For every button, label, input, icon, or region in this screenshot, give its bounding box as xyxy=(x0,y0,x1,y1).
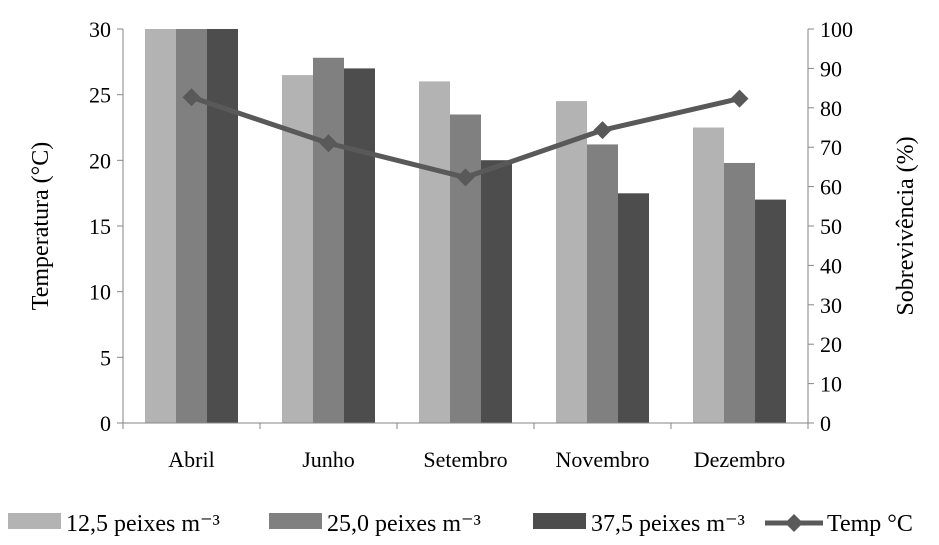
y2-tick-label: 60 xyxy=(820,175,842,200)
legend-swatch xyxy=(269,513,322,529)
x-tick-label: Abril xyxy=(168,447,214,472)
y-tick-label: 20 xyxy=(89,148,111,173)
y-tick-label: 30 xyxy=(89,17,111,42)
legend-swatch xyxy=(533,513,586,529)
y2-tick-label: 90 xyxy=(820,56,842,81)
y2-tick-label: 20 xyxy=(820,332,842,357)
x-tick-label: Setembro xyxy=(423,447,507,472)
y2-axis-label: Sobrevivência (%) xyxy=(893,136,919,315)
bar xyxy=(755,199,786,423)
line-point-marker xyxy=(593,121,612,140)
y2-tick-label: 50 xyxy=(820,214,842,239)
bar xyxy=(587,144,618,423)
y2-tick-label: 0 xyxy=(820,411,831,436)
y2-tick-label: 70 xyxy=(820,135,842,160)
y2-tick-label: 30 xyxy=(820,293,842,318)
bar xyxy=(344,68,375,424)
line-point-marker xyxy=(182,88,201,107)
bar xyxy=(207,29,238,423)
bars-layer xyxy=(145,29,786,424)
bar xyxy=(419,81,450,423)
y-tick-label: 5 xyxy=(100,345,111,370)
y-tick-label: 15 xyxy=(89,214,111,239)
x-tick-label: Junho xyxy=(302,447,355,472)
legend: 12,5 peixes m⁻³ 25,0 peixes m⁻³ 37,5 peixe… xyxy=(8,511,913,537)
bar xyxy=(556,101,587,424)
bar xyxy=(176,29,207,423)
bar xyxy=(724,162,755,423)
y2-tick-label: 100 xyxy=(820,17,853,42)
legend-label: 37,5 peixes m⁻³ xyxy=(591,511,745,537)
line-point-marker xyxy=(456,168,475,187)
y-axis-label: Temperatura (°C) xyxy=(28,142,54,311)
y2-tick-label: 10 xyxy=(820,372,842,397)
y-tick-label: 25 xyxy=(89,83,111,108)
bar xyxy=(693,127,724,423)
line-point-marker xyxy=(730,89,749,108)
y-tick-label: 0 xyxy=(100,411,111,436)
x-tick-label: Dezembro xyxy=(694,447,786,472)
y-tick-label: 10 xyxy=(89,280,111,305)
legend-label: 25,0 peixes m⁻³ xyxy=(327,511,481,537)
bar xyxy=(145,29,176,423)
legend-label: Temp °C xyxy=(827,511,913,537)
legend-label: 12,5 peixes m⁻³ xyxy=(66,511,220,537)
ticks-layer: 0 5 10 15 20 25 30 0 10 20 30 40 50 60 70 80 90 100 Abril J… xyxy=(89,17,853,472)
bar xyxy=(618,193,649,423)
line-layer xyxy=(182,88,749,187)
bar xyxy=(313,57,344,424)
legend-swatch xyxy=(8,513,61,529)
bar xyxy=(481,160,512,423)
bar xyxy=(450,114,481,424)
y2-tick-label: 40 xyxy=(820,253,842,278)
x-tick-label: Novembro xyxy=(555,447,649,472)
line-point-marker xyxy=(319,134,338,153)
legend-marker xyxy=(785,514,803,532)
y2-tick-label: 80 xyxy=(820,96,842,121)
